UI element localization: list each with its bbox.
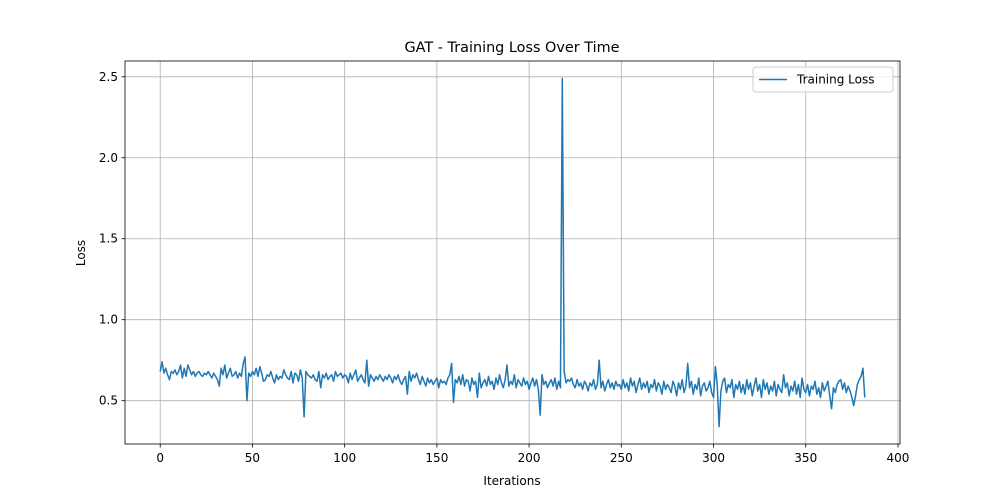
x-tick-label: 0 (156, 451, 164, 465)
y-axis-label: Loss (74, 240, 88, 266)
x-tick-label: 50 (245, 451, 260, 465)
y-tick-label: 2.0 (99, 151, 118, 165)
y-tick-label: 2.5 (99, 70, 118, 84)
y-tick-label: 0.5 (99, 394, 118, 408)
plot-frame (124, 60, 901, 445)
x-tick-label: 250 (610, 451, 633, 465)
x-tick-label: 200 (518, 451, 541, 465)
y-tick-label: 1.5 (99, 232, 118, 246)
legend-box (752, 66, 894, 93)
y-tick-label: 1.0 (99, 313, 118, 327)
x-tick-label: 400 (887, 451, 910, 465)
legend-label: Training Loss (796, 73, 874, 87)
x-axis-label: Iterations (483, 474, 540, 488)
x-tick-label: 350 (794, 451, 817, 465)
x-tick-label: 300 (702, 451, 725, 465)
chart-title: GAT - Training Loss Over Time (405, 40, 620, 56)
loss-line (159, 77, 866, 428)
x-tick-label: 150 (425, 451, 448, 465)
x-tick-label: 100 (333, 451, 356, 465)
